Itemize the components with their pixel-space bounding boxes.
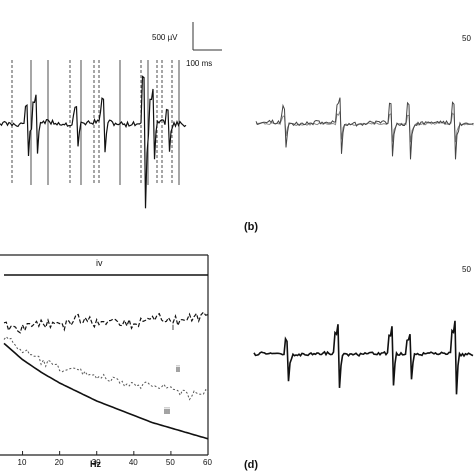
panel-label-b: (b): [244, 221, 258, 233]
x-tick-label: 20: [55, 458, 64, 467]
panel-a: 500 µV 100 ms: [0, 22, 222, 209]
x-axis-label: Hz: [90, 459, 101, 469]
x-tick-label: 40: [129, 458, 138, 467]
curve-label-ii: ii: [176, 364, 180, 374]
eeg-trace-a: [0, 75, 187, 209]
series-line-iii: [3, 342, 209, 440]
x-tick-label: 50: [166, 458, 175, 467]
series-line-i: [3, 311, 209, 334]
spectrum-series: [3, 274, 209, 440]
x-tick-label: 60: [203, 458, 212, 467]
scale-time-label: 100 ms: [186, 59, 212, 68]
scale-amplitude-partial-d: 50: [462, 265, 471, 274]
series-line-ii: [3, 336, 209, 401]
curve-label-iv: iv: [96, 258, 103, 268]
panel-b: 50 (b): [244, 34, 474, 233]
x-tick-label: 10: [18, 458, 27, 467]
eeg-trace-b: [255, 97, 474, 160]
panel-label-d: (d): [244, 459, 258, 471]
panel-d: 50 (d): [244, 265, 474, 471]
scale-amplitude-partial-b: 50: [462, 34, 471, 43]
panel-c: 10 20 30 40 50 60 Hz iv i ii iii: [0, 254, 212, 469]
eeg-trace-d: [253, 320, 474, 395]
x-tick-label: 30: [92, 458, 101, 467]
scale-bar-a: 500 µV 100 ms: [152, 22, 222, 68]
spike-markers: [11, 60, 180, 185]
curve-label-i: i: [172, 322, 174, 332]
curve-label-iii: iii: [164, 406, 170, 416]
scale-amplitude-label: 500 µV: [152, 33, 178, 42]
x-ticks: 10 20 30 40 50 60: [18, 451, 212, 467]
